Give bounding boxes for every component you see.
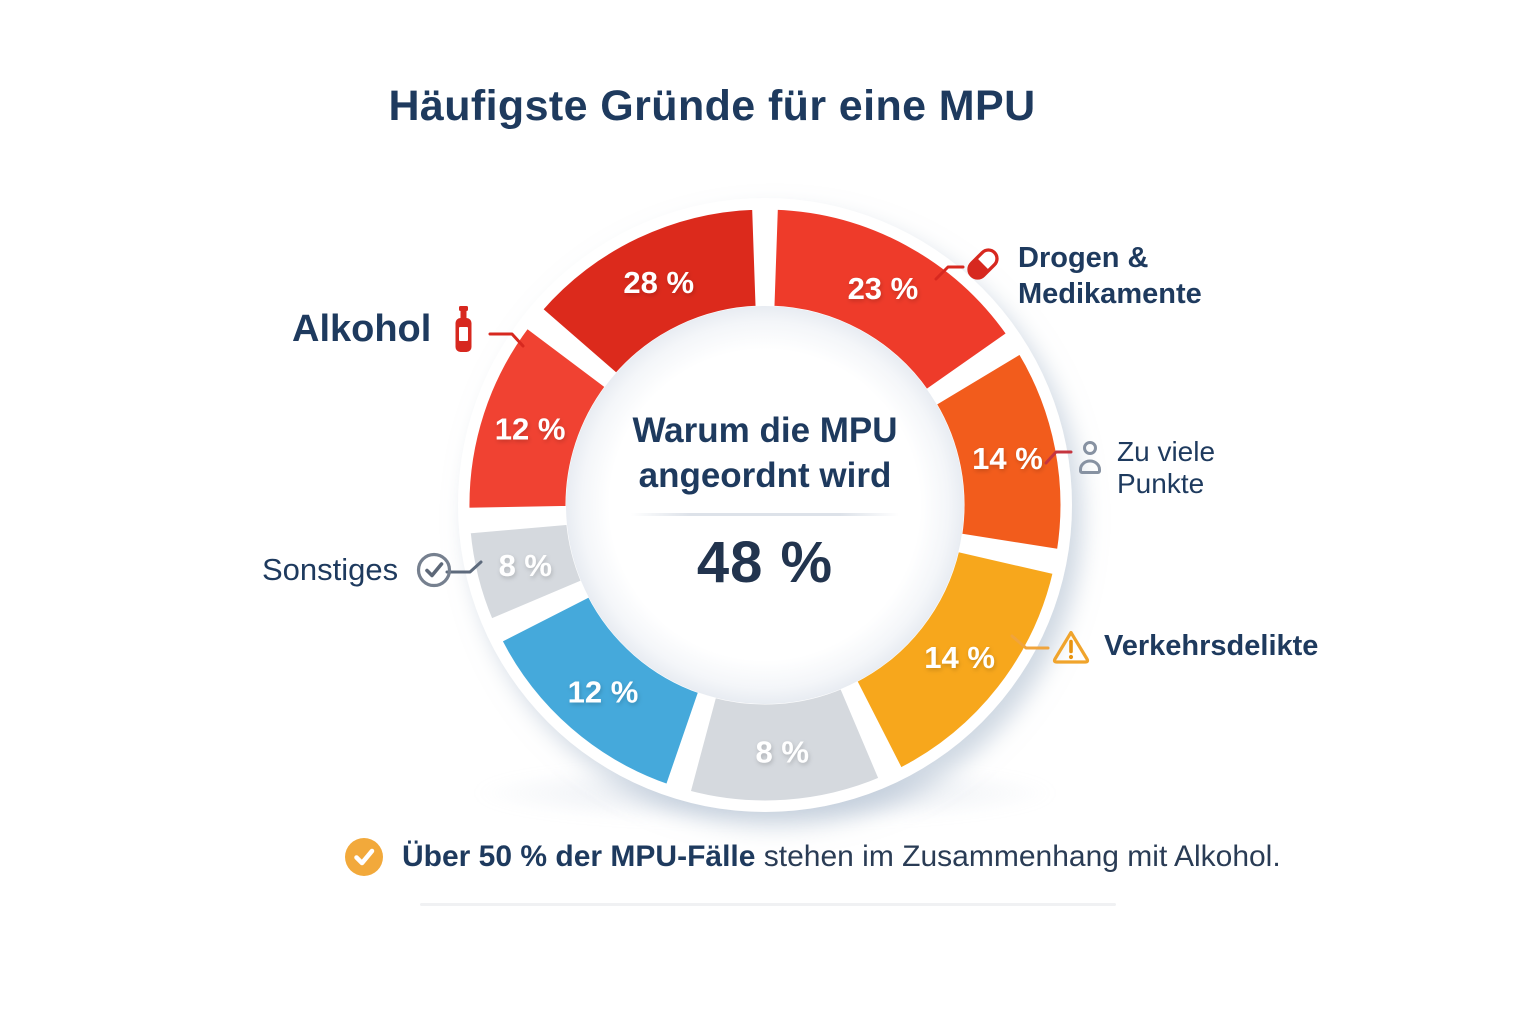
- center-question-line1: Warum die MPU: [632, 411, 898, 450]
- check-circle-icon: [345, 838, 383, 876]
- callout-zu-viele-punkte: Zu viele Punkte: [1076, 436, 1215, 500]
- drogen-label-line1: Drogen &: [1018, 242, 1149, 274]
- center-divider: [631, 513, 899, 516]
- sonstiges-label: Sonstiges: [262, 552, 399, 587]
- bottle-icon: [455, 306, 472, 352]
- center-question-line2: angeordnt wird: [638, 456, 892, 495]
- donut-center-disc: [566, 306, 964, 704]
- drogen-label-line2: Medikamente: [1018, 278, 1202, 310]
- alkohol-label: Alkohol: [292, 307, 432, 350]
- footer-text: Über 50 % der MPU-Fälle stehen im Zusamm…: [402, 840, 1281, 874]
- callout-alkohol: Alkohol: [292, 306, 475, 352]
- segment-value-label-drogen-medikamente: 23 %: [848, 271, 919, 306]
- warning-triangle-icon: [1052, 630, 1090, 664]
- verkehr-connector-line: [1010, 634, 1050, 650]
- person-icon: [1079, 441, 1101, 474]
- page-title: Häufigste Gründe für eine MPU: [388, 82, 1036, 130]
- segment-value-label-verkehrsdelikte: 14 %: [924, 640, 995, 675]
- callout-verkehrsdelikte: Verkehrsdelikte: [1051, 628, 1318, 664]
- segment-value-label-blue: 12 %: [568, 674, 639, 709]
- alkohol-connector-line: [488, 332, 525, 348]
- drogen-connector-line: [934, 265, 965, 281]
- check-circle-icon: [417, 552, 452, 588]
- footer-note: Über 50 % der MPU-Fälle stehen im Zusamm…: [345, 838, 1281, 876]
- pill-icon: [967, 248, 999, 280]
- segment-value-label-sonstiges: 8 %: [499, 548, 552, 583]
- segment-value-label-alkohol-12: 12 %: [495, 412, 566, 447]
- center-value: 48 %: [696, 530, 834, 595]
- donut-chart: 23 % 14 % 14 % 8 % 12 % 8 % 12 % 28 %: [445, 198, 1073, 812]
- callout-sonstiges: Sonstiges: [262, 551, 453, 589]
- segment-value-label-zu-viele-punkte: 14 %: [972, 441, 1043, 476]
- callout-drogen-medikamente: Drogen & Medikamente: [962, 240, 1202, 312]
- footer-divider: [420, 903, 1116, 906]
- segment-value-label-gray-bottom: 8 %: [755, 734, 808, 769]
- sonstiges-connector-line: [445, 560, 483, 574]
- verkehr-label: Verkehrsdelikte: [1104, 629, 1319, 662]
- punkte-connector-line: [1044, 450, 1073, 465]
- punkte-label-line1: Zu viele: [1117, 436, 1216, 467]
- footer-rest: stehen im Zusammenhang mit Alkohol.: [755, 840, 1281, 873]
- donut-center-text: Warum die MPU angeordnt wird 48 %: [565, 408, 965, 596]
- footer-highlight: Über 50 % der MPU-Fälle: [402, 840, 756, 873]
- segment-value-label-alkohol-28: 28 %: [623, 265, 694, 300]
- punkte-label-line2: Punkte: [1117, 468, 1205, 499]
